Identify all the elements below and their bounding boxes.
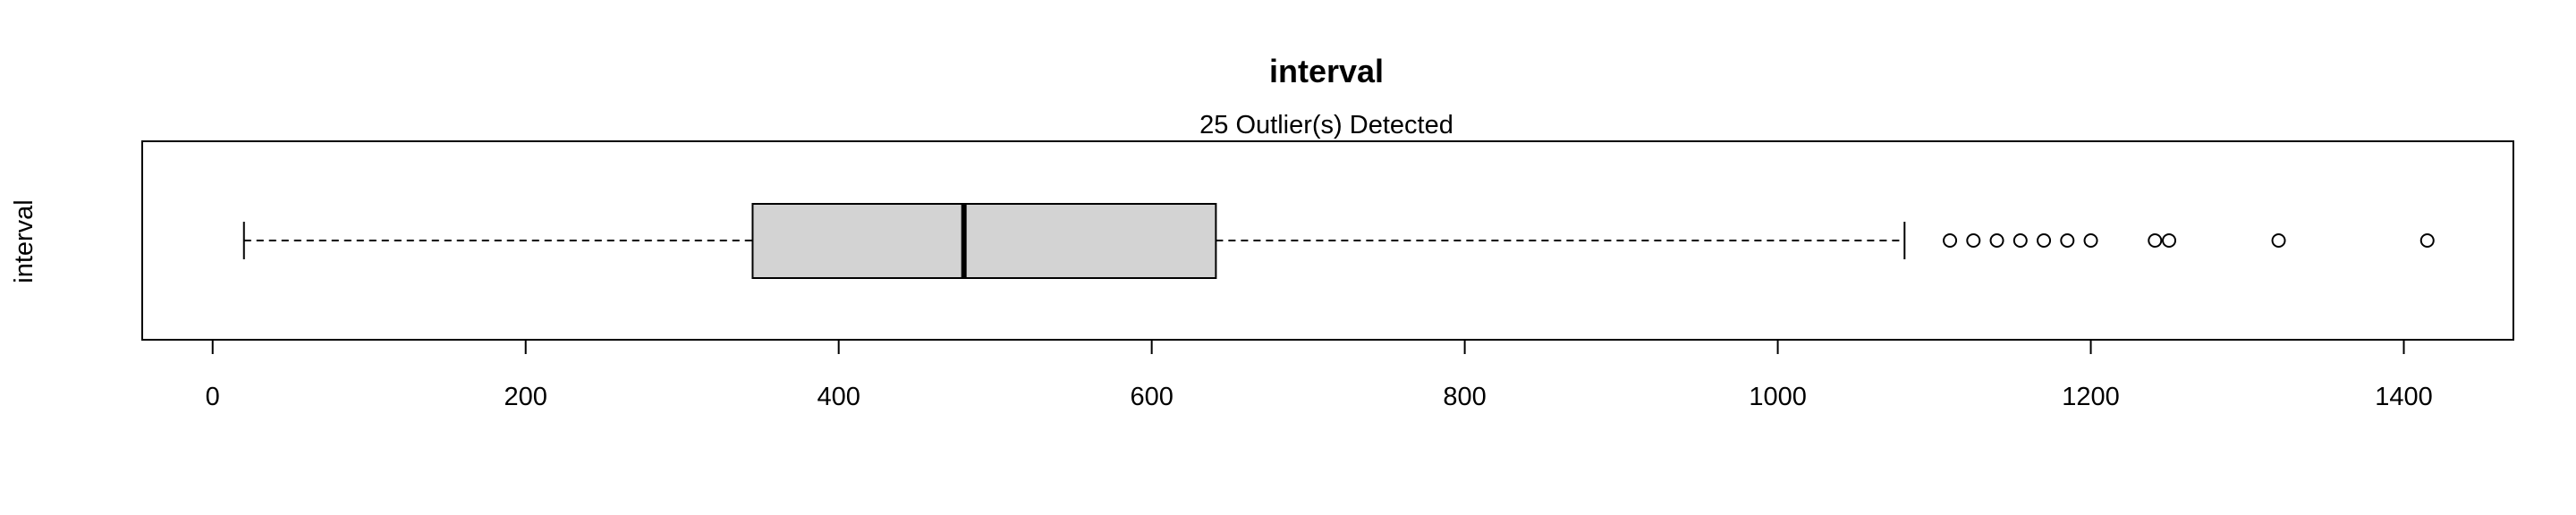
- x-tick-label-200: 200: [504, 383, 547, 411]
- outlier-point-0: [1943, 233, 1958, 248]
- outlier-point-4: [2037, 233, 2052, 248]
- outlier-point-7: [2148, 233, 2163, 248]
- plot-layer: 0 200 400 600 800 1000 1200 1400: [206, 203, 2435, 411]
- outlier-point-2: [1989, 233, 2004, 248]
- x-tick-label-1400: 1400: [2375, 383, 2433, 411]
- x-tick-label-600: 600: [1130, 383, 1173, 411]
- chart-title: interval: [1269, 53, 1384, 89]
- outlier-point-3: [2012, 233, 2028, 248]
- x-tick-label-400: 400: [817, 383, 860, 411]
- x-tick-label-0: 0: [206, 383, 220, 411]
- x-tick-label-800: 800: [1443, 383, 1486, 411]
- outlier-point-8: [2162, 233, 2177, 248]
- x-tick-label-1000: 1000: [1749, 383, 1807, 411]
- outlier-point-6: [2083, 233, 2098, 248]
- chart-subtitle: 25 Outlier(s) Detected: [1199, 111, 1453, 139]
- x-tick-label-1200: 1200: [2062, 383, 2120, 411]
- outlier-point-1: [1966, 233, 1981, 248]
- outlier-point-5: [2060, 233, 2075, 248]
- outlier-point-9: [2271, 233, 2286, 248]
- outlier-point-10: [2419, 233, 2435, 248]
- y-axis-label: interval: [10, 199, 38, 283]
- iqr-box: [751, 203, 1217, 279]
